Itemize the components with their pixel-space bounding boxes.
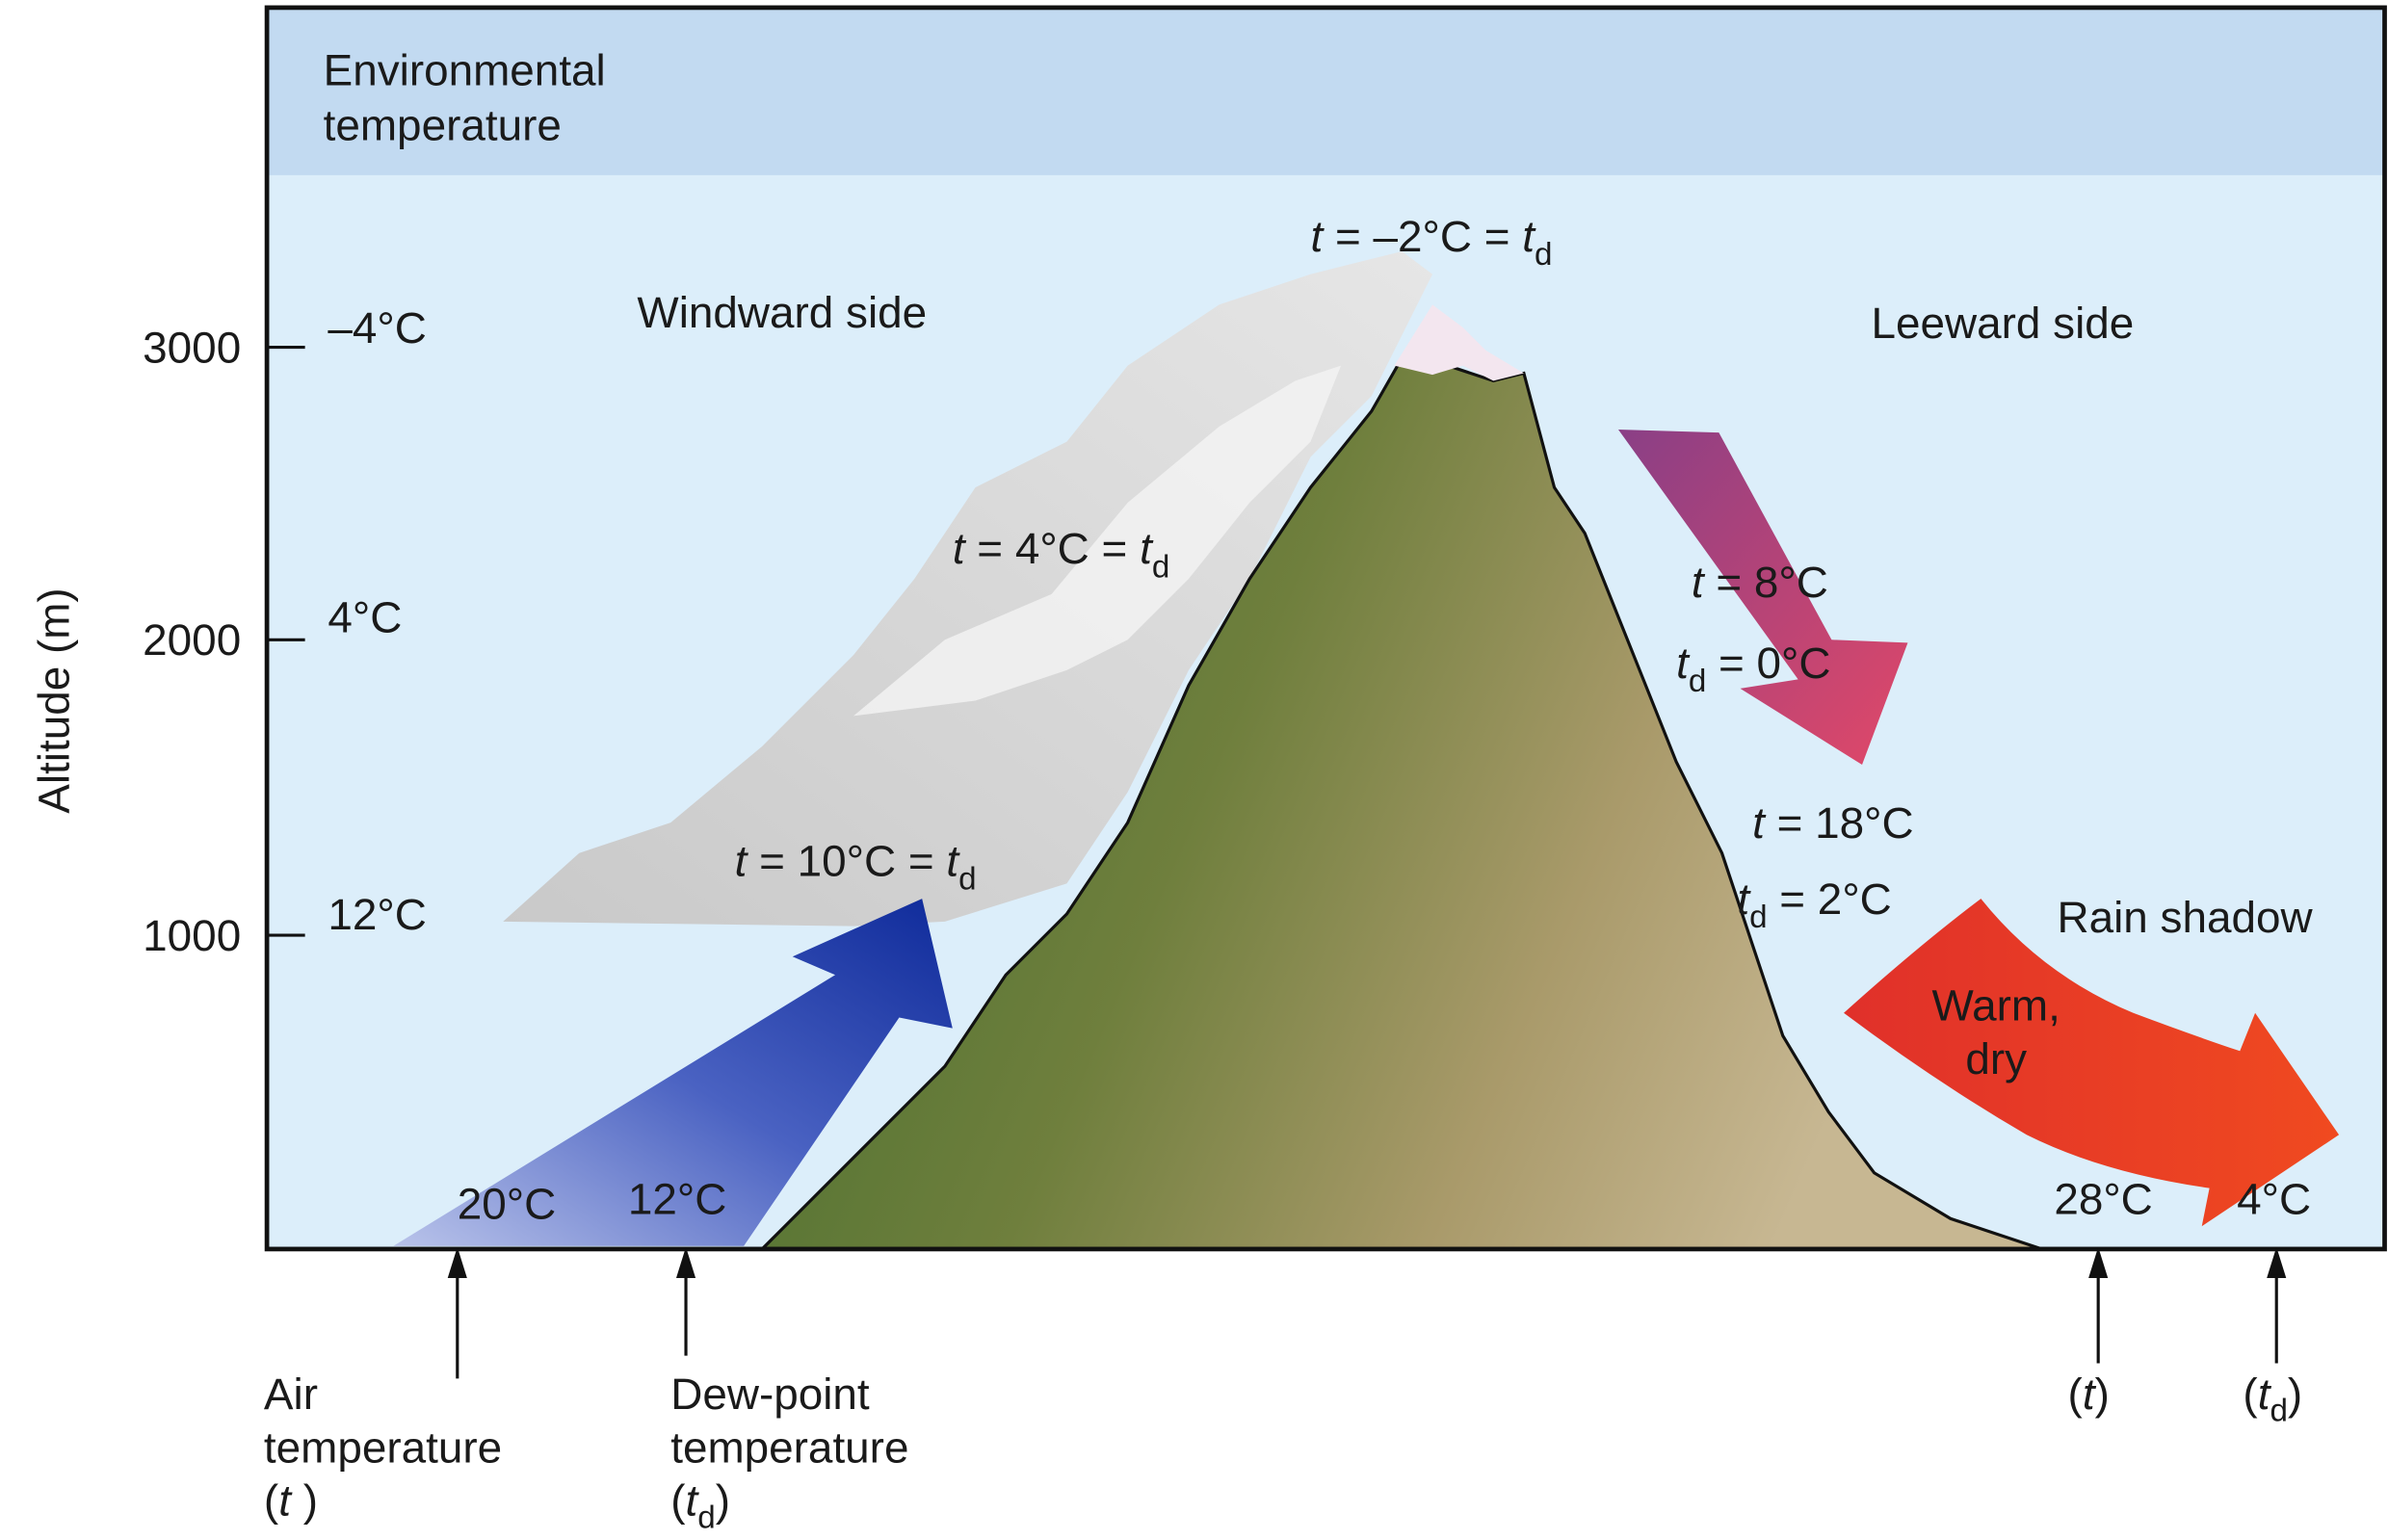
- pointer-head: [2269, 1252, 2284, 1276]
- label: 12°C: [628, 1174, 726, 1224]
- text-part: = 10°C =: [747, 835, 946, 885]
- label: t = 18°C: [1752, 797, 1913, 848]
- caption: (t ): [264, 1475, 318, 1526]
- text-part: d: [697, 1500, 715, 1535]
- text-part: d: [1689, 664, 1706, 699]
- text-part: ): [2095, 1369, 2110, 1419]
- pointer-head: [2090, 1252, 2106, 1276]
- label: 28°C: [2054, 1174, 2152, 1224]
- pointer-head: [678, 1252, 694, 1276]
- label: Warm,: [1932, 980, 2060, 1031]
- caption: (td): [670, 1475, 730, 1536]
- label: 4°C: [328, 591, 402, 641]
- label: dry: [1965, 1033, 2027, 1083]
- diagram: 3000 2000 1000 Altitude (m) Environmenta…: [0, 0, 2388, 1540]
- text-part: d: [1749, 900, 1767, 935]
- pointer-head: [450, 1252, 465, 1276]
- text-part: = 2°C: [1768, 874, 1892, 924]
- label: Windward side: [637, 287, 927, 337]
- caption: (td): [2243, 1369, 2302, 1429]
- label: 12°C: [328, 889, 426, 939]
- label: Rain shadow: [2057, 892, 2313, 942]
- text-part: = –2°C =: [1323, 211, 1522, 261]
- text-part: (: [2068, 1369, 2083, 1419]
- tick-label: 3000: [143, 322, 241, 372]
- text-part: (: [670, 1475, 685, 1526]
- text-part: d: [958, 862, 976, 898]
- pointer-arrows: [450, 1252, 2284, 1378]
- text-part: (: [264, 1475, 278, 1526]
- label: temperature: [324, 100, 562, 150]
- tick-label: 2000: [143, 614, 241, 665]
- text-part: d: [1535, 237, 1552, 273]
- y-axis: 3000 2000 1000 Altitude (m): [28, 322, 304, 959]
- text-part: = 8°C: [1704, 557, 1828, 607]
- page: 3000 2000 1000 Altitude (m) Environmenta…: [0, 0, 2388, 1540]
- text-part: ): [291, 1475, 318, 1526]
- text-part: d: [2270, 1394, 2287, 1429]
- text-part: ): [716, 1475, 730, 1526]
- label: t = 8°C: [1692, 557, 1828, 607]
- caption: temperature: [264, 1422, 502, 1472]
- text-part: ): [2288, 1369, 2302, 1419]
- label: –4°C: [328, 302, 426, 352]
- text-part: d: [1152, 549, 1169, 585]
- label: Leeward side: [1872, 298, 2135, 348]
- tick-label: 1000: [143, 910, 241, 960]
- plot-area: [267, 8, 2384, 1249]
- caption: temperature: [670, 1422, 908, 1472]
- label: 20°C: [458, 1178, 556, 1228]
- text-part: (: [2243, 1369, 2257, 1419]
- axis-label: Altitude (m): [28, 587, 78, 813]
- caption: (t): [2068, 1369, 2110, 1419]
- caption: Dew-point: [670, 1369, 870, 1419]
- label: Environmental: [324, 45, 606, 95]
- label: 4°C: [2237, 1174, 2311, 1224]
- text-part: = 18°C: [1765, 797, 1914, 848]
- text-part: = 0°C: [1706, 638, 1830, 688]
- text-part: = 4°C =: [965, 523, 1140, 573]
- caption: Air: [264, 1369, 318, 1419]
